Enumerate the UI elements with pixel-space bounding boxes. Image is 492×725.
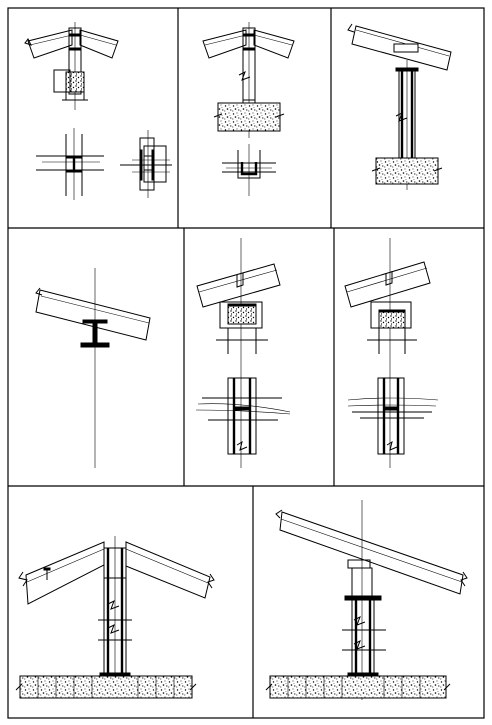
panel-1-ridge-column-detail [24,22,172,200]
panel-5-rafter-column-cap [195,238,291,468]
panel-2-ridge-column-footing [202,22,295,196]
panel-3-rafter-on-column [347,23,452,190]
panel-grid [7,7,485,719]
panel-7-portal-knee-footing [15,536,215,699]
panel-6-rafter-column-cap-variant [344,238,439,468]
panel-4-rafter-on-i-section [35,268,151,468]
panel-8-sloping-rafter-footing [265,500,468,700]
